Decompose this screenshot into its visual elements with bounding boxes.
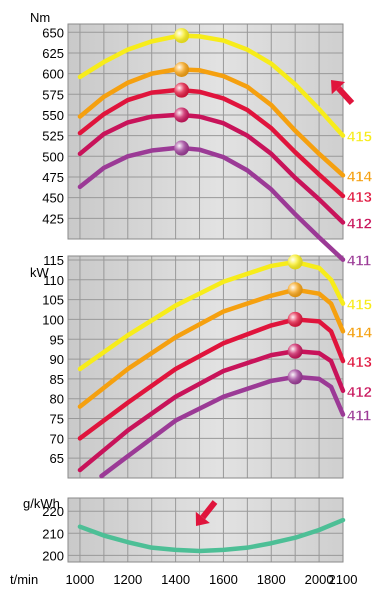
- x-tick-label: 2100: [329, 572, 358, 587]
- y-tick-label: 650: [42, 25, 64, 40]
- up-right-arrow: [331, 80, 355, 106]
- series-label-414: 414: [347, 324, 373, 341]
- peak-marker-highlight: [287, 343, 303, 359]
- series-line-414: [77, 287, 346, 409]
- y-tick-label: 600: [42, 67, 64, 82]
- series-label-411: 411: [347, 408, 371, 425]
- plot-frame: [67, 497, 344, 563]
- series-line-412: [77, 112, 346, 225]
- series-label-412: 412: [347, 215, 372, 232]
- y-tick-label: 100: [42, 312, 64, 327]
- y-tick-label: 500: [42, 149, 64, 164]
- x-tick-label: 1000: [65, 572, 94, 587]
- plot-frame: [67, 23, 344, 240]
- series-label-415: 415: [347, 129, 372, 146]
- y-tick-label: 90: [50, 352, 64, 367]
- peak-marker-highlight: [174, 28, 190, 44]
- series-label-413: 413: [347, 189, 372, 206]
- y-tick-label: 80: [50, 392, 64, 407]
- y-tick-label: 95: [50, 332, 64, 347]
- y-axis-label: g/kWh: [23, 496, 60, 511]
- series-line-412: [77, 348, 346, 473]
- series-label-413: 413: [347, 354, 372, 371]
- y-tick-label: 625: [42, 46, 64, 61]
- series-line-413: [77, 317, 346, 441]
- x-axis-label: t/min: [10, 572, 38, 587]
- peak-marker-highlight: [174, 82, 190, 98]
- series-line-415: [77, 33, 346, 138]
- y-tick-label: 475: [42, 170, 64, 185]
- y-tick-label: 425: [42, 211, 64, 226]
- y-tick-label: 550: [42, 108, 64, 123]
- y-tick-label: 75: [50, 412, 64, 427]
- series-line-411: [77, 145, 346, 262]
- series-line-consumption: [77, 517, 346, 554]
- peak-marker-highlight: [287, 369, 303, 385]
- peak-marker-highlight: [287, 254, 303, 270]
- peak-marker-highlight: [174, 61, 190, 77]
- peak-marker-highlight: [174, 107, 190, 123]
- series-line-413: [77, 87, 346, 199]
- down-left-arrow: [195, 500, 218, 526]
- series-label-414: 414: [347, 168, 373, 185]
- y-tick-label: 70: [50, 431, 64, 446]
- y-tick-label: 525: [42, 129, 64, 144]
- y-tick-label: 575: [42, 87, 64, 102]
- x-tick-label: 1800: [257, 572, 286, 587]
- plot-frame: [67, 255, 344, 479]
- series-label-415: 415: [347, 297, 372, 314]
- y-tick-label: 220: [42, 504, 64, 519]
- y-tick-label: 200: [42, 548, 64, 563]
- x-tick-label: 1200: [113, 572, 142, 587]
- y-tick-label: 115: [43, 253, 64, 268]
- y-tick-label: 450: [42, 191, 64, 206]
- series-label-412: 412: [347, 384, 372, 401]
- peak-marker-highlight: [287, 282, 303, 298]
- series-label-411: 411: [347, 253, 371, 270]
- y-tick-label: 210: [42, 526, 64, 541]
- y-axis-label: kW: [30, 265, 50, 280]
- x-tick-label: 1600: [209, 572, 238, 587]
- peak-marker-highlight: [287, 311, 303, 327]
- peak-marker-highlight: [174, 140, 190, 156]
- y-tick-label: 65: [50, 451, 64, 466]
- y-tick-label: 110: [43, 273, 64, 288]
- y-tick-label: 85: [50, 372, 64, 387]
- y-tick-label: 105: [42, 293, 64, 308]
- series-line-414: [77, 67, 346, 178]
- x-tick-label: 1400: [161, 572, 190, 587]
- x-tick-label: 2000: [305, 572, 334, 587]
- series-line-415: [77, 259, 346, 372]
- series-line-411: [99, 374, 346, 479]
- y-axis-label: Nm: [30, 10, 50, 25]
